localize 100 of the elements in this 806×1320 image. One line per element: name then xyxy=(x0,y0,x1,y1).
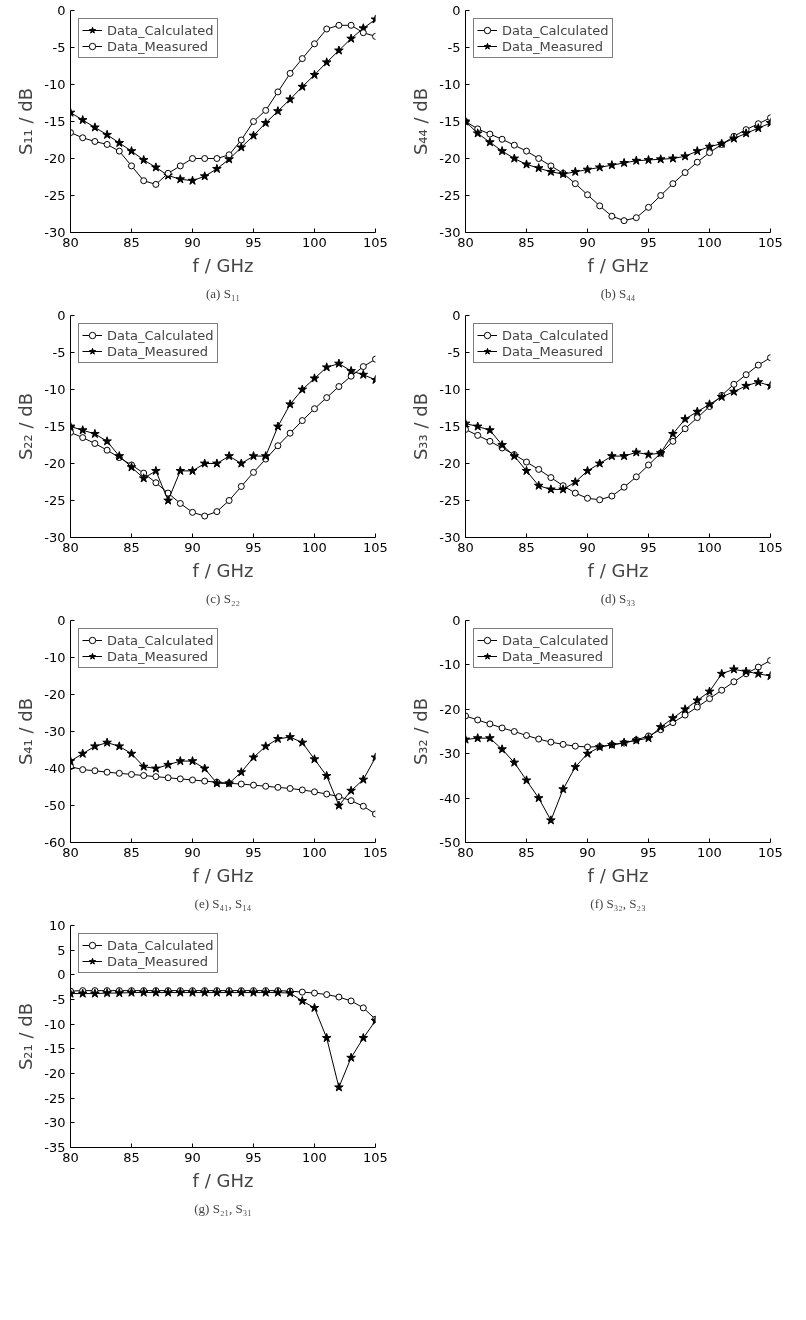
y-tick-label: -25 xyxy=(44,1090,66,1106)
y-tick-label: 0 xyxy=(452,308,461,323)
x-tick-label: 95 xyxy=(245,539,262,555)
y-tick-label: 0 xyxy=(57,308,66,323)
x-tick-label: 105 xyxy=(758,844,783,860)
x-axis-title: f / GHz xyxy=(192,1169,254,1191)
y-tick-label: -50 xyxy=(44,798,66,813)
x-tick-label: 100 xyxy=(697,539,722,555)
x-tick-label: 95 xyxy=(640,539,657,555)
y-tick-label: -10 xyxy=(44,1016,66,1032)
x-tick-label: 85 xyxy=(123,1149,140,1165)
y-tick-label: -10 xyxy=(439,382,461,397)
y-tick-label: -30 xyxy=(44,1115,66,1131)
y-tick-label: 0 xyxy=(452,613,461,628)
x-axis-title: f / GHz xyxy=(587,864,649,886)
legend-label: Data_Measured xyxy=(107,953,209,969)
text: (g) S₂₁, S₃₁ xyxy=(194,1200,252,1216)
x-tick-label: 85 xyxy=(518,234,535,250)
y-tick-label: -5 xyxy=(52,40,66,55)
legend-label: Data_Calculated xyxy=(107,327,214,343)
y-tick-label: -30 xyxy=(439,746,461,762)
y-tick-label: -25 xyxy=(44,188,66,203)
y-tick-label: -20 xyxy=(44,456,66,471)
x-tick-label: 90 xyxy=(184,539,201,555)
y-axis-title: S₄₄ / dB xyxy=(410,87,432,156)
x-tick-label: 100 xyxy=(302,539,327,555)
x-tick-label: 95 xyxy=(245,844,262,860)
y-tick-label: -20 xyxy=(44,1066,66,1081)
y-tick-label: 0 xyxy=(57,967,66,983)
legend-label: Data_Calculated xyxy=(502,22,609,38)
y-axis-title: S₂₂ / dB xyxy=(15,392,37,461)
x-tick-label: 105 xyxy=(363,234,388,250)
x-tick-label: 85 xyxy=(123,234,140,250)
y-tick-label: -15 xyxy=(439,419,461,434)
x-tick-label: 95 xyxy=(245,1149,262,1165)
y-tick-label: -10 xyxy=(439,657,461,673)
legend-label: Data_Measured xyxy=(107,343,209,359)
y-tick-label: 10 xyxy=(48,918,66,933)
x-tick-label: 90 xyxy=(579,539,596,555)
x-tick-label: 100 xyxy=(697,844,722,860)
text: (b) S₄₄ xyxy=(600,285,636,301)
x-tick-label: 90 xyxy=(579,844,596,860)
y-axis-title: S₃₂ / dB xyxy=(410,697,432,766)
x-tick-label: 85 xyxy=(123,844,140,860)
text: (e) S₄₁, S₁₄ xyxy=(194,895,252,911)
x-tick-label: 105 xyxy=(758,539,783,555)
y-tick-label: -20 xyxy=(439,456,461,471)
legend-label: Data_Calculated xyxy=(502,327,609,343)
x-tick-label: 95 xyxy=(245,234,262,250)
x-axis-title: f / GHz xyxy=(192,559,254,581)
x-tick-label: 105 xyxy=(363,1149,388,1165)
text: (d) S₃₃ xyxy=(600,590,636,606)
y-tick-label: -20 xyxy=(44,687,66,702)
y-tick-label: 0 xyxy=(452,3,461,18)
y-tick-label: -10 xyxy=(44,650,66,665)
x-tick-label: 85 xyxy=(518,844,535,860)
y-tick-label: -10 xyxy=(439,77,461,92)
y-tick-label: -10 xyxy=(44,382,66,397)
y-tick-label: -40 xyxy=(439,790,461,806)
x-tick-label: 105 xyxy=(758,234,783,250)
x-tick-label: 105 xyxy=(363,844,388,860)
x-tick-label: 90 xyxy=(184,1149,201,1165)
x-tick-label: 105 xyxy=(363,539,388,555)
legend-label: Data_Measured xyxy=(502,648,604,664)
legend-label: Data_Calculated xyxy=(107,632,214,648)
y-tick-label: -20 xyxy=(439,151,461,166)
legend-label: Data_Measured xyxy=(107,38,209,54)
x-axis-title: f / GHz xyxy=(587,254,649,276)
text: (c) S₂₂ xyxy=(206,590,240,606)
legend-label: Data_Calculated xyxy=(107,22,214,38)
y-tick-label: -30 xyxy=(44,724,66,739)
y-tick-label: -5 xyxy=(447,40,461,55)
y-tick-label: -20 xyxy=(439,701,461,717)
legend-label: Data_Measured xyxy=(502,38,604,54)
y-tick-label: 5 xyxy=(57,942,66,958)
legend-label: Data_Measured xyxy=(107,648,209,664)
text: (f) S₃₂, S₂₃ xyxy=(590,895,646,911)
x-tick-label: 95 xyxy=(640,844,657,860)
y-tick-label: -20 xyxy=(44,151,66,166)
x-tick-label: 100 xyxy=(302,844,327,860)
y-axis-title: S₁₁ / dB xyxy=(15,87,37,156)
y-tick-label: 0 xyxy=(57,613,66,628)
y-axis-title: S₄₁ / dB xyxy=(15,697,37,766)
legend-label: Data_Calculated xyxy=(107,937,214,953)
y-tick-label: -15 xyxy=(44,114,66,129)
legend-label: Data_Calculated xyxy=(502,632,609,648)
x-tick-label: 90 xyxy=(184,844,201,860)
y-tick-label: -5 xyxy=(52,345,66,360)
x-axis-title: f / GHz xyxy=(587,559,649,581)
y-tick-label: -25 xyxy=(439,493,461,508)
legend-label: Data_Measured xyxy=(502,343,604,359)
x-tick-label: 100 xyxy=(302,1149,327,1165)
text: (a) S₁₁ xyxy=(206,285,240,301)
x-axis-title: f / GHz xyxy=(192,254,254,276)
x-tick-label: 100 xyxy=(302,234,327,250)
x-tick-label: 90 xyxy=(579,234,596,250)
y-tick-label: -15 xyxy=(44,1041,66,1057)
y-tick-label: -40 xyxy=(44,761,66,776)
x-tick-label: 85 xyxy=(518,539,535,555)
y-tick-label: -5 xyxy=(447,345,461,360)
